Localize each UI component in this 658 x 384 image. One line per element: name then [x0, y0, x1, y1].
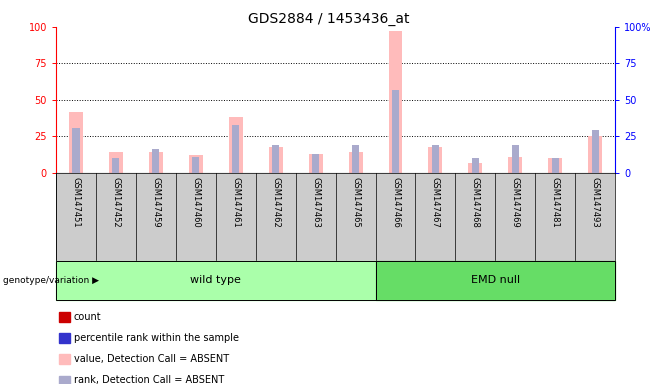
Text: wild type: wild type: [190, 275, 241, 285]
Bar: [352, 145, 359, 173]
Text: genotype/variation ▶: genotype/variation ▶: [3, 276, 99, 285]
Bar: [268, 147, 283, 173]
Text: percentile rank within the sample: percentile rank within the sample: [74, 333, 239, 343]
Bar: [312, 154, 319, 173]
Bar: [149, 152, 163, 173]
Text: GSM147481: GSM147481: [551, 177, 560, 228]
Bar: [548, 158, 563, 173]
Bar: [512, 145, 519, 173]
Bar: [428, 147, 442, 173]
Text: rank, Detection Call = ABSENT: rank, Detection Call = ABSENT: [74, 375, 224, 384]
Bar: [468, 162, 482, 173]
Bar: [472, 158, 479, 173]
Bar: [232, 125, 240, 173]
Bar: [272, 145, 279, 173]
Bar: [551, 158, 559, 173]
Bar: [69, 111, 83, 173]
Text: GDS2884 / 1453436_at: GDS2884 / 1453436_at: [248, 12, 410, 25]
Bar: [229, 118, 243, 173]
Text: GSM147468: GSM147468: [471, 177, 480, 228]
Text: GSM147461: GSM147461: [231, 177, 240, 228]
Bar: [592, 131, 599, 173]
Bar: [113, 158, 120, 173]
Text: GSM147467: GSM147467: [431, 177, 440, 228]
Text: GSM147460: GSM147460: [191, 177, 200, 228]
Text: GSM147463: GSM147463: [311, 177, 320, 228]
Text: GSM147451: GSM147451: [72, 177, 80, 228]
Bar: [349, 152, 363, 173]
Bar: [109, 152, 123, 173]
Text: GSM147466: GSM147466: [391, 177, 400, 228]
Bar: [588, 136, 602, 173]
Text: EMD null: EMD null: [471, 275, 520, 285]
Bar: [509, 157, 522, 173]
Bar: [72, 127, 80, 173]
Bar: [152, 149, 159, 173]
Text: GSM147459: GSM147459: [151, 177, 161, 228]
Text: GSM147465: GSM147465: [351, 177, 360, 228]
Bar: [388, 31, 403, 173]
Text: GSM147462: GSM147462: [271, 177, 280, 228]
Text: GSM147452: GSM147452: [111, 177, 120, 228]
Text: value, Detection Call = ABSENT: value, Detection Call = ABSENT: [74, 354, 229, 364]
Text: GSM147469: GSM147469: [511, 177, 520, 228]
Bar: [432, 145, 439, 173]
Bar: [309, 154, 322, 173]
Bar: [189, 155, 203, 173]
Text: count: count: [74, 312, 101, 322]
Bar: [192, 157, 199, 173]
Bar: [392, 89, 399, 173]
Text: GSM147493: GSM147493: [591, 177, 599, 228]
